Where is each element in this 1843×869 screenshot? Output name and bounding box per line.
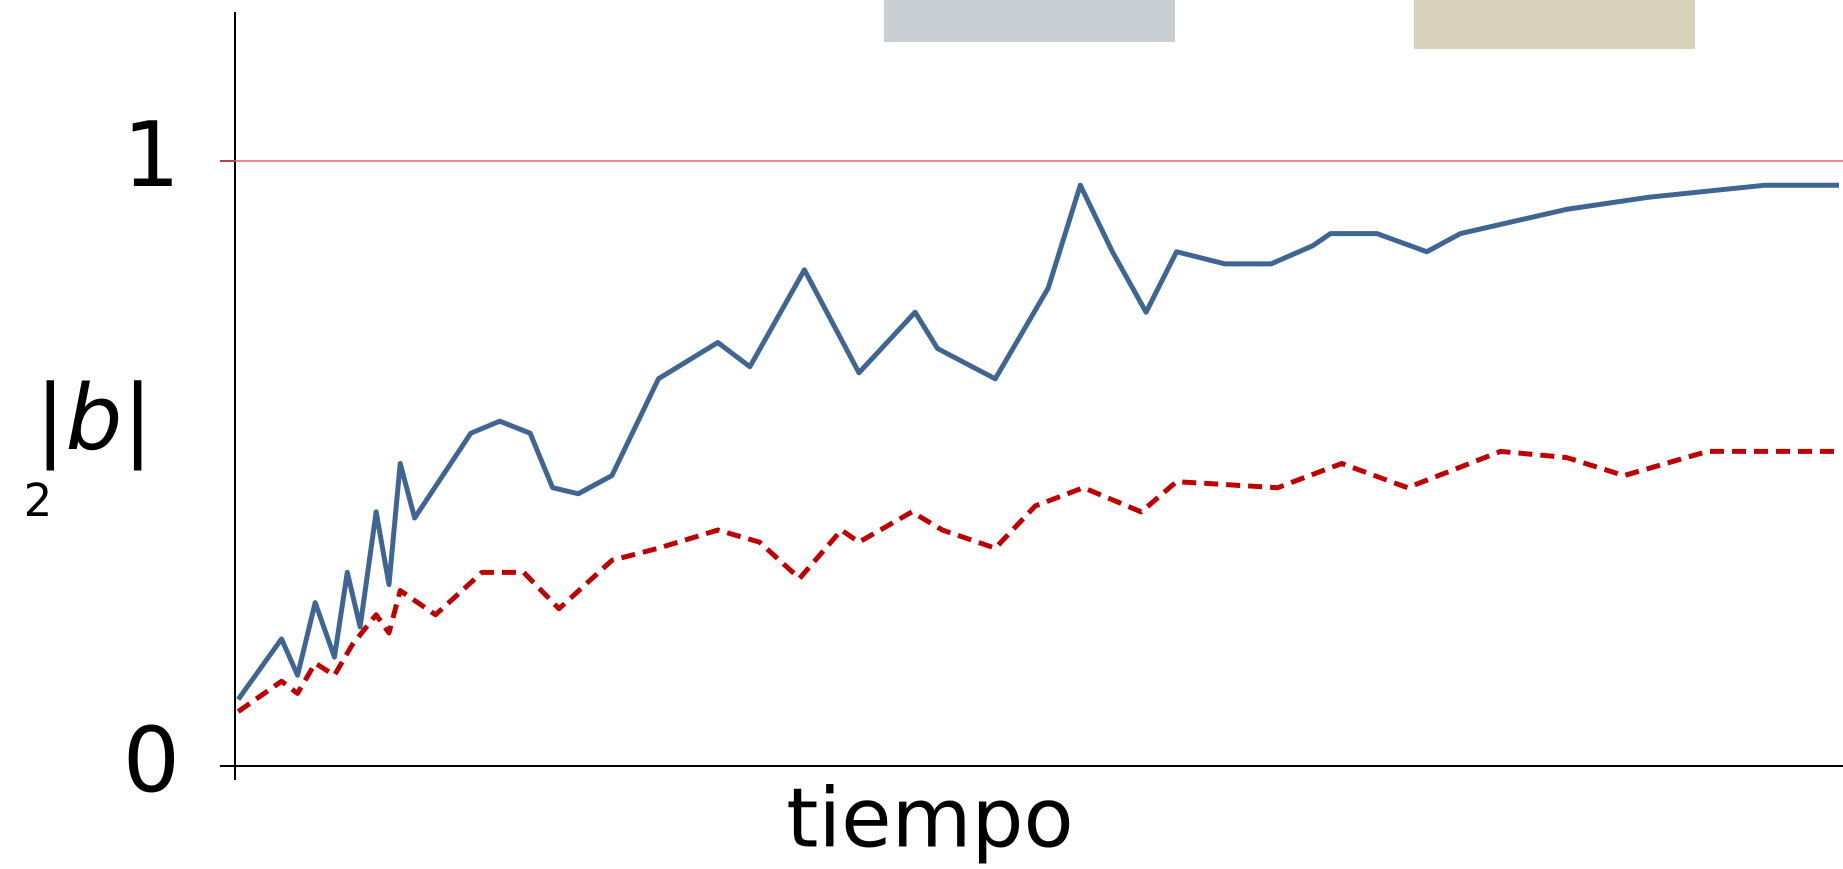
- x-axis-label: tiempo: [786, 771, 1073, 866]
- y-axis-label-sub: 2: [24, 474, 53, 527]
- y-axis-label: |b|: [35, 366, 153, 471]
- chart: |b| 2 tiempo 0 1: [0, 0, 1843, 869]
- y-tick-label: 0: [123, 708, 180, 813]
- y-tick-label: 1: [123, 103, 180, 208]
- photo-thumbnail: [1414, 0, 1695, 49]
- series-line: [238, 185, 1839, 699]
- series-line: [238, 451, 1839, 711]
- photo-thumbnail: [884, 0, 1175, 42]
